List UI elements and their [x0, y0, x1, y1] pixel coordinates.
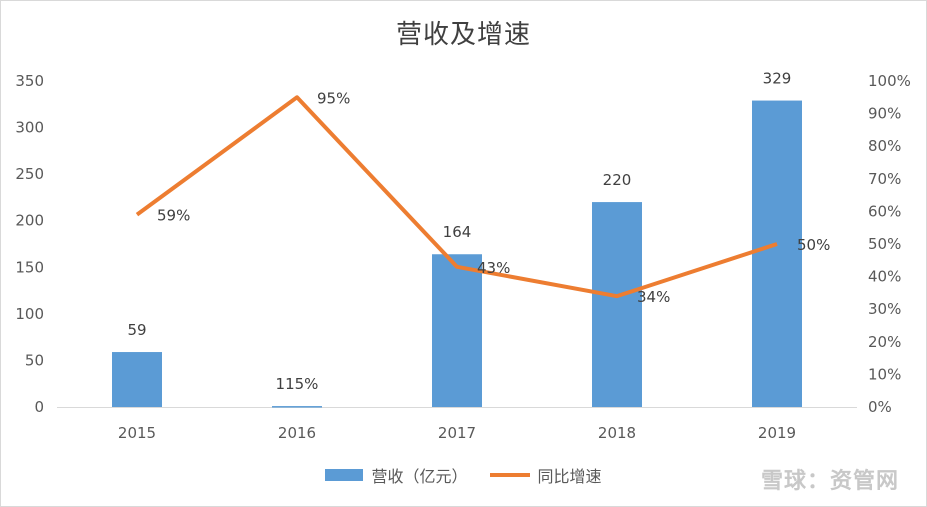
- right-axis-tick: 60%: [868, 202, 901, 220]
- revenue-bar-label: 115%: [276, 375, 319, 393]
- growth-point-label: 43%: [477, 259, 510, 277]
- right-axis-tick: 10%: [868, 365, 901, 383]
- growth-point-label: 50%: [797, 236, 830, 254]
- right-axis-tick: 30%: [868, 300, 901, 318]
- right-axis-tick: 20%: [868, 333, 901, 351]
- x-axis-tick: 2017: [438, 424, 476, 442]
- left-axis-tick: 200: [15, 212, 44, 230]
- left-axis-tick: 300: [15, 119, 44, 137]
- left-axis-tick: 150: [15, 258, 44, 276]
- legend-label-revenue: 营收（亿元）: [371, 467, 468, 486]
- revenue-bar: [432, 254, 482, 407]
- growth-line: [135, 95, 778, 299]
- x-axis-tick: 2016: [278, 424, 316, 442]
- right-axis-tick: 80%: [868, 137, 901, 155]
- right-axis-tick: 70%: [868, 170, 901, 188]
- right-axis-tick: 100%: [868, 72, 911, 90]
- revenue-bar: [592, 202, 642, 407]
- right-axis-tick: 50%: [868, 235, 901, 253]
- legend-label-growth: 同比增速: [537, 467, 602, 486]
- x-axis-tick: 2018: [598, 424, 636, 442]
- revenue-bar: [112, 352, 162, 407]
- legend-item-revenue: 营收（亿元）: [325, 463, 468, 487]
- left-axis-tick: 100: [15, 305, 44, 323]
- legend-swatch-growth: [489, 473, 530, 477]
- x-axis-tick: 2019: [758, 424, 796, 442]
- growth-point-label: 59%: [157, 207, 190, 225]
- revenue-bar: [752, 100, 802, 407]
- left-axis-tick: 0: [34, 398, 44, 416]
- revenue-bar-label: 164: [443, 223, 472, 241]
- legend-swatch-revenue: [325, 469, 364, 481]
- right-axis-tick: 0%: [868, 398, 892, 416]
- right-axis-tick: 40%: [868, 268, 901, 286]
- revenue-bar-label: 59: [127, 321, 146, 339]
- watermark-logo: 雪球：资管网: [760, 469, 899, 494]
- left-axis-tick: 250: [15, 165, 44, 183]
- left-axis-tick: 50: [25, 351, 44, 369]
- revenue-bar-label: 220: [603, 171, 632, 189]
- growth-point-label: 34%: [637, 288, 670, 306]
- growth-point-label: 95%: [317, 89, 350, 107]
- legend: 营收（亿元） 同比增速: [0, 463, 927, 487]
- revenue-bar: [272, 406, 322, 408]
- left-axis-tick: 350: [15, 72, 44, 90]
- chart-title: 营收及增速: [395, 20, 531, 50]
- legend-item-growth: 同比增速: [489, 463, 602, 487]
- revenue-bar-label: 329: [763, 70, 792, 88]
- right-axis-tick: 90%: [868, 105, 901, 123]
- x-axis-tick: 2015: [118, 424, 156, 442]
